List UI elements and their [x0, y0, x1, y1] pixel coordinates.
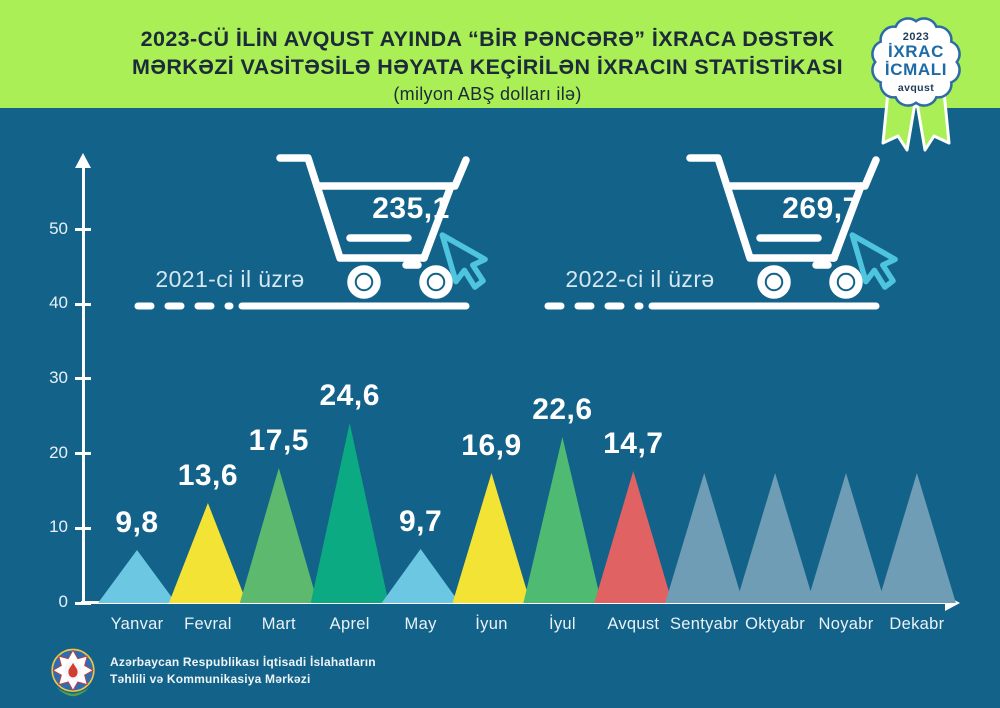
value-label-fevral: 13,6	[177, 459, 239, 492]
value-label-mart: 17,5	[248, 424, 309, 457]
x-axis-label-i̇yun: İyun	[475, 615, 508, 633]
value-label-yanvar: 9,8	[115, 506, 159, 539]
x-axis-label-avqust: Avqust	[607, 615, 660, 633]
chart-triangle-fevral	[168, 503, 247, 603]
chart-triangle-oktyabr	[736, 473, 815, 603]
triangle-shape	[381, 549, 460, 603]
x-axis-label-aprel: Aprel	[329, 615, 370, 633]
chart-triangle-may	[381, 549, 460, 603]
y-axis	[81, 168, 85, 604]
chart-triangle-i̇yul	[523, 437, 602, 603]
triangle-shape	[665, 473, 744, 603]
value-label-aprel: 24,6	[319, 379, 380, 412]
x-axis-label-noyabr: Noyabr	[818, 615, 874, 633]
chart-triangle-dekabr	[877, 473, 956, 603]
triangle-shape	[523, 437, 602, 603]
x-axis-label-i̇yul: İyul	[548, 615, 576, 633]
ground-line	[134, 302, 470, 310]
title-line-2: MƏRKƏZİ VASİTƏSİLƏ HƏYATA KEÇİRİLƏN İXRA…	[132, 55, 843, 79]
page-title: 2023-CÜ İLİN AVQUST AYINDA “BİR PƏNCƏRƏ”…	[0, 25, 975, 105]
y-axis-arrow-icon	[75, 153, 91, 168]
x-axis-label-oktyabr: Oktyabr	[745, 615, 806, 633]
triangle-shape	[736, 473, 815, 603]
value-label-i̇yul: 22,6	[532, 393, 593, 426]
organization-line-1: Azərbaycan Respublikası İqtisadi İslahat…	[110, 655, 376, 669]
chart-triangle-noyabr	[807, 473, 885, 603]
y-axis-tick-label: 10	[49, 517, 68, 537]
triangle-shape	[168, 503, 247, 603]
azerbaijan-emblem-icon	[51, 648, 95, 697]
triangle-shape	[452, 473, 531, 603]
badge-text: 2023 İXRAC İCMALI avqust	[862, 8, 970, 116]
y-axis-tick	[75, 302, 91, 306]
chart-triangle-i̇yun	[452, 473, 531, 603]
chart-triangle-sentyabr	[665, 473, 744, 603]
total-export-2021: 235,1	[372, 192, 450, 225]
badge-title-2: İCMALI	[884, 60, 948, 79]
cursor-arrow-icon	[439, 232, 488, 290]
chart-triangle-avqust	[594, 471, 673, 603]
y-axis-tick	[75, 526, 91, 530]
y-axis-tick-label: 20	[49, 442, 68, 462]
organization-name: Azərbaycan Respublikası İqtisadi İslahat…	[110, 654, 376, 688]
value-label-avqust: 14,7	[603, 427, 664, 460]
triangle-shape	[594, 471, 673, 603]
organization-line-2: Təhlili və Kommunikasiya Mərkəzi	[110, 672, 311, 686]
x-axis-label-fevral: Fevral	[184, 615, 232, 633]
y-axis-tick	[75, 377, 91, 381]
y-axis-tick-label: 40	[49, 293, 68, 313]
x-axis-label-mart: Mart	[261, 615, 296, 633]
chart-triangle-yanvar	[98, 550, 176, 603]
x-axis-label-sentyabr: Sentyabr	[669, 615, 739, 633]
value-label-i̇yun: 16,9	[461, 429, 522, 462]
chart-triangle-aprel	[310, 423, 389, 603]
total-export-2022: 269,7	[782, 192, 860, 225]
triangle-shape	[98, 550, 176, 603]
triangle-shape	[239, 468, 318, 603]
y-axis-tick	[75, 601, 91, 605]
header-band	[0, 0, 1000, 108]
x-axis-label-dekabr: Dekabr	[889, 615, 945, 633]
x-axis-label-yanvar: Yanvar	[110, 615, 164, 633]
rosette-seal-icon	[871, 17, 961, 107]
badge-year: 2023	[902, 31, 930, 43]
shopping-cart-icon	[276, 154, 470, 299]
year-label-2022: 2022-ci il üzrə	[565, 266, 715, 292]
y-axis-tick-label: 30	[49, 367, 68, 387]
triangle-shape	[877, 473, 956, 603]
value-label-may: 9,7	[398, 505, 443, 538]
x-axis-label-may: May	[404, 615, 437, 633]
y-axis-tick-label: 0	[58, 592, 68, 611]
y-axis-tick-label: 50	[49, 218, 68, 238]
report-badge: 2023 İXRAC İCMALI avqust	[862, 8, 970, 158]
y-axis-tick	[75, 452, 91, 456]
badge-title-1: İXRAC	[888, 42, 944, 61]
badge-month: avqust	[897, 82, 935, 94]
title-subtitle: (milyon ABŞ dolları ilə)	[393, 84, 582, 104]
shopping-cart-icon	[686, 154, 880, 299]
chart-triangle-mart	[239, 468, 318, 603]
triangle-shape	[807, 473, 885, 603]
title-line-1: 2023-CÜ İLİN AVQUST AYINDA “BİR PƏNCƏRƏ”…	[140, 27, 835, 51]
ground-line	[544, 302, 880, 310]
y-axis-tick	[75, 228, 91, 231]
year-label-2021: 2021-ci il üzrə	[155, 266, 305, 292]
cursor-arrow-icon	[849, 232, 898, 290]
